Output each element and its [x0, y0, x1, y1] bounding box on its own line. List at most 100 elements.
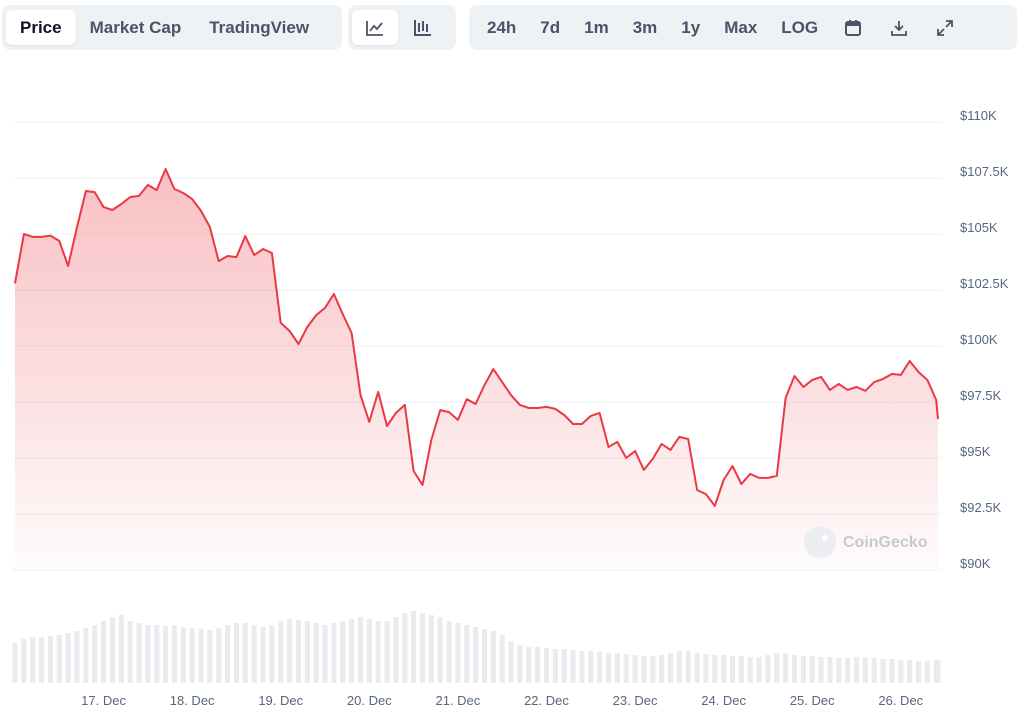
- volume-bar: [632, 655, 638, 683]
- range-tab[interactable]: Max: [724, 17, 758, 37]
- y-tick-label: $97.5K: [960, 388, 1002, 403]
- x-tick-label: 23. Dec: [613, 693, 658, 708]
- volume-bar: [783, 653, 789, 683]
- volume-bar: [871, 658, 877, 683]
- volume-bar: [836, 658, 842, 683]
- volume-bar: [349, 619, 355, 683]
- volume-bar: [543, 648, 549, 683]
- volume-bar: [481, 629, 487, 683]
- volume-bar: [419, 613, 425, 683]
- volume-bar: [641, 656, 647, 683]
- view-tab[interactable]: TradingView: [209, 17, 310, 37]
- y-tick-label: $102.5K: [960, 276, 1009, 291]
- view-tabs: Price Market Cap TradingView: [2, 5, 342, 50]
- volume-bar: [313, 623, 319, 683]
- range-tabs: 24h 7d 1m 3m 1y Max LOG: [469, 5, 1017, 50]
- volume-bar: [56, 635, 62, 683]
- volume-bar: [827, 657, 833, 683]
- volume-bar: [233, 623, 239, 683]
- volume-bar: [774, 653, 780, 683]
- volume-bar: [375, 621, 381, 683]
- volume-bar: [428, 615, 434, 683]
- volume-bar: [225, 625, 231, 683]
- y-tick-label: $110K: [960, 108, 997, 123]
- x-tick-label: 22. Dec: [524, 693, 569, 708]
- volume-bar: [145, 625, 151, 683]
- volume-bar: [127, 621, 133, 683]
- volume-bar: [340, 621, 346, 683]
- volume-bar: [260, 627, 266, 683]
- volume-bar: [118, 615, 124, 683]
- volume-bar: [331, 623, 337, 683]
- candle-chart-button[interactable]: [398, 10, 448, 45]
- volume-bar: [464, 625, 470, 683]
- volume-bar: [154, 625, 160, 683]
- tool-icon-button[interactable]: [922, 10, 968, 45]
- x-tick-label: 26. Dec: [878, 693, 923, 708]
- volume-bar: [12, 643, 18, 683]
- y-tick-label: $92.5K: [960, 500, 1002, 515]
- view-tab[interactable]: Price: [6, 10, 76, 45]
- volume-bar: [83, 628, 89, 683]
- volume-bar: [579, 651, 585, 683]
- x-tick-label: 17. Dec: [81, 693, 126, 708]
- range-tab[interactable]: LOG: [781, 17, 819, 37]
- area-fill: [15, 169, 938, 570]
- volume-bar: [800, 656, 806, 683]
- volume-bar: [393, 617, 399, 683]
- volume-bar: [216, 628, 222, 683]
- volume-bar: [207, 630, 213, 683]
- volume-bar: [694, 653, 700, 683]
- volume-bar: [446, 621, 452, 683]
- volume-bar: [357, 617, 363, 683]
- volume-bar: [535, 647, 541, 683]
- volume-bar: [322, 625, 328, 683]
- volume-bar: [163, 626, 169, 683]
- volume-bar: [756, 657, 762, 683]
- volume-bar: [21, 639, 27, 683]
- y-tick-label: $90K: [960, 556, 991, 571]
- volume-bar: [437, 617, 443, 683]
- volume-bar: [935, 661, 941, 683]
- volume-bar: [366, 619, 372, 683]
- range-tab[interactable]: 1y: [681, 17, 701, 37]
- range-tab[interactable]: 3m: [632, 17, 658, 37]
- volume-bar: [287, 619, 293, 683]
- volume-bar: [907, 660, 913, 683]
- x-tick-label: 18. Dec: [170, 693, 215, 708]
- range-tab[interactable]: 1m: [584, 17, 609, 37]
- x-tick-label: 19. Dec: [258, 693, 303, 708]
- volume-bar: [65, 633, 71, 683]
- volume-bar: [180, 627, 186, 683]
- volume-bar: [792, 655, 798, 683]
- x-tick-label: 25. Dec: [790, 693, 835, 708]
- volume-bar: [623, 654, 629, 683]
- volume-bar: [499, 635, 505, 683]
- volume-bar: [74, 631, 80, 683]
- tool-icon-button[interactable]: [876, 10, 922, 45]
- volume-bar: [198, 629, 204, 683]
- range-tab[interactable]: 24h: [487, 17, 517, 37]
- volume-bar: [765, 655, 771, 683]
- volume-bar: [109, 617, 115, 683]
- volume-bar: [47, 636, 53, 683]
- volume-bar: [676, 651, 682, 683]
- view-tab[interactable]: Market Cap: [89, 17, 182, 37]
- x-tick-label: 21. Dec: [435, 693, 480, 708]
- volume-bar: [473, 627, 479, 683]
- volume-bar: [889, 659, 895, 683]
- volume-bar: [552, 649, 558, 683]
- line-chart-button[interactable]: [352, 10, 398, 45]
- tool-icon-button[interactable]: [830, 10, 876, 45]
- x-tick-label: 20. Dec: [347, 693, 392, 708]
- volume-bar: [526, 647, 532, 683]
- volume-bar: [712, 655, 718, 683]
- volume-bar: [898, 660, 904, 683]
- volume-bar: [171, 625, 177, 683]
- volume-bar: [295, 620, 301, 683]
- volume-bar: [92, 625, 98, 683]
- watermark-logo: [804, 526, 836, 558]
- volume-bar: [738, 656, 744, 683]
- volume-bar: [411, 611, 417, 683]
- range-tab[interactable]: 7d: [540, 17, 561, 37]
